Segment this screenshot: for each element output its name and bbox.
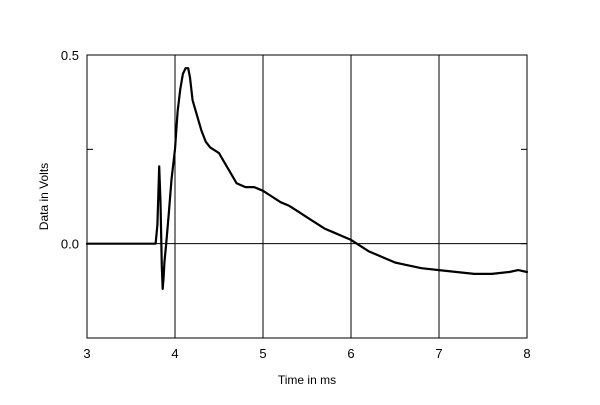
tick-labels: 3 4 5 6 7 8 0.0 0.5 bbox=[61, 48, 531, 361]
y-tick-label: 0.5 bbox=[61, 48, 79, 63]
series-line bbox=[85, 67, 529, 290]
grid-lines bbox=[87, 55, 527, 338]
x-tick-label: 5 bbox=[259, 346, 266, 361]
x-tick-label: 7 bbox=[435, 346, 442, 361]
y-tick-label: 0.0 bbox=[61, 237, 79, 252]
plot-frame bbox=[86, 54, 528, 339]
x-tick-label: 3 bbox=[83, 346, 90, 361]
x-tick-label: 4 bbox=[171, 346, 178, 361]
x-axis-title: Time in ms bbox=[278, 373, 336, 387]
x-tick-label: 8 bbox=[523, 346, 530, 361]
x-tick-label: 6 bbox=[347, 346, 354, 361]
axis-ticks bbox=[86, 54, 528, 339]
y-axis-title: Data in Volts bbox=[37, 163, 51, 230]
